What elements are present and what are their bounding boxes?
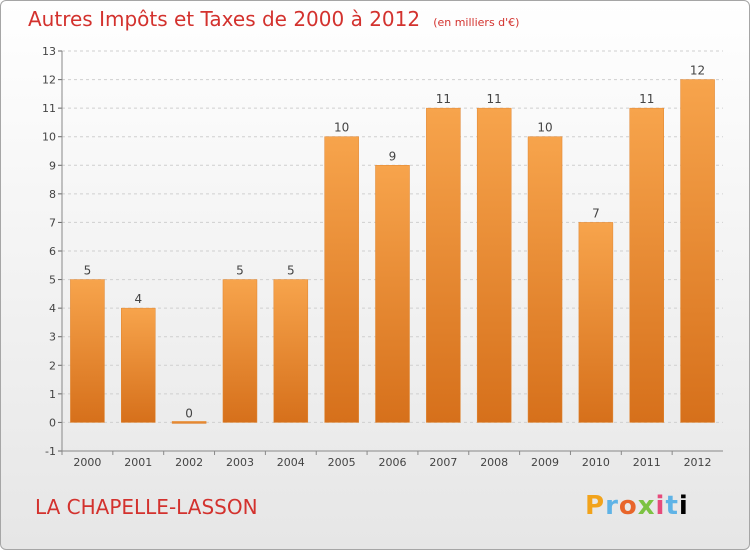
- logo-letter: t: [665, 491, 679, 521]
- bar: [121, 307, 156, 423]
- data-label: 10: [537, 121, 552, 135]
- data-labels: 5 4 0 5 5 10 9 11 11 10 7 11 12: [84, 64, 706, 421]
- x-tick-label: 2000: [73, 456, 101, 469]
- location-label: LA CHAPELLE-LASSON: [35, 495, 258, 519]
- x-tick-label: 2003: [226, 456, 254, 469]
- bar: [680, 79, 715, 423]
- chart-unit-label: (en milliers d'€): [433, 16, 520, 29]
- logo-letter: o: [618, 491, 638, 521]
- chart-title: Autres Impôts et Taxes de 2000 à 2012 (e…: [28, 7, 519, 31]
- y-tick-label: 6: [49, 245, 56, 258]
- x-tick-label: 2012: [684, 456, 712, 469]
- x-tick-label: 2001: [124, 456, 152, 469]
- data-label: 12: [690, 64, 705, 78]
- data-label: 9: [389, 149, 397, 163]
- logo-letter: P: [585, 491, 606, 521]
- bar: [527, 136, 563, 423]
- bar: [629, 107, 664, 423]
- logo-letter: i: [678, 491, 689, 521]
- x-tick-label: 2007: [429, 456, 457, 469]
- bar: [222, 279, 258, 423]
- data-label: 7: [592, 206, 600, 220]
- data-label: 5: [287, 264, 295, 278]
- y-tick-label: 12: [42, 74, 56, 87]
- data-label: 0: [185, 406, 193, 420]
- data-label: 5: [84, 264, 92, 278]
- x-tick-label: 2005: [328, 456, 356, 469]
- data-label: 11: [487, 92, 502, 106]
- y-tick-label: 8: [49, 188, 56, 201]
- y-tick-label: 13: [42, 45, 56, 58]
- x-tick-label: 2002: [175, 456, 203, 469]
- chart-title-text: Autres Impôts et Taxes de 2000 à 2012: [28, 7, 421, 31]
- data-label: 4: [134, 292, 142, 306]
- logo-letter: x: [637, 491, 656, 521]
- y-tick-label: 7: [49, 216, 56, 229]
- data-label: 11: [436, 92, 451, 106]
- bar: [426, 107, 461, 423]
- y-tick-label: 11: [42, 102, 56, 115]
- y-tick-label: 4: [49, 302, 56, 315]
- bar: [70, 279, 105, 423]
- y-tick-label: 10: [42, 131, 56, 144]
- y-tick-label: 1: [49, 388, 56, 401]
- x-tick-label: 2008: [480, 456, 508, 469]
- proxiti-logo[interactable]: Proxiti: [585, 491, 689, 521]
- bar: [171, 421, 207, 424]
- logo-letter: r: [605, 491, 619, 521]
- x-tick-label: 2009: [531, 456, 559, 469]
- y-tick-label: 3: [49, 331, 56, 344]
- y-tick-label: -1: [45, 445, 56, 458]
- logo-letter: i: [655, 491, 666, 521]
- y-tick-label: 5: [49, 274, 56, 287]
- bar: [273, 279, 309, 423]
- data-label: 5: [236, 264, 244, 278]
- x-tick-label: 2004: [277, 456, 305, 469]
- bar: [375, 165, 410, 423]
- bar: [476, 107, 512, 423]
- bar: [578, 222, 614, 423]
- x-tick-label: 2006: [379, 456, 407, 469]
- bars: [70, 79, 715, 424]
- y-tick-label: 9: [49, 159, 56, 172]
- data-label: 11: [639, 92, 654, 106]
- x-tick-label: 2010: [582, 456, 610, 469]
- y-tick-label: 0: [49, 416, 56, 429]
- bar: [324, 136, 359, 423]
- y-tick-label: 2: [49, 359, 56, 372]
- data-label: 10: [334, 121, 349, 135]
- x-tick-label: 2011: [633, 456, 661, 469]
